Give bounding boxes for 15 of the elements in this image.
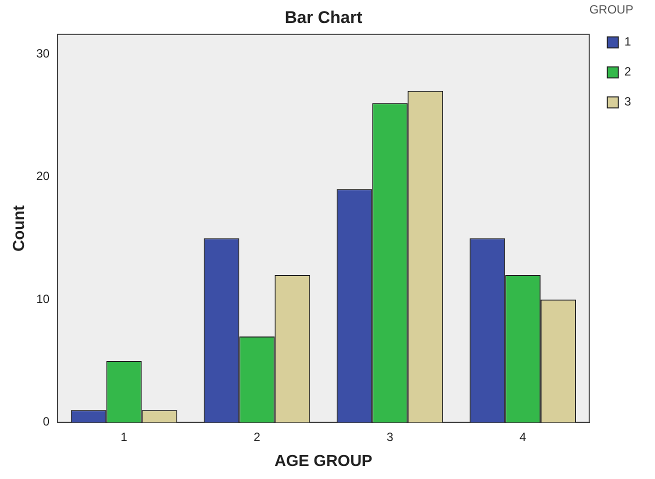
legend-title: GROUP (589, 2, 634, 16)
y-tick-label: 0 (42, 414, 50, 429)
x-tick-label: 2 (254, 430, 261, 444)
legend-label: 3 (624, 94, 632, 109)
y-axis-title: Count (11, 204, 28, 252)
x-axis-title: AGE GROUP (274, 452, 373, 470)
y-tick-label: 10 (36, 292, 50, 306)
chart-title: Bar Chart (284, 8, 363, 27)
legend-label: 2 (624, 64, 632, 79)
y-tick-label: 30 (36, 46, 50, 60)
x-tick-label: 4 (520, 430, 527, 444)
legend-label: 1 (624, 34, 632, 49)
y-tick-label: 20 (36, 169, 50, 184)
x-tick-label: 1 (120, 430, 128, 444)
x-tick-label: 3 (386, 430, 394, 444)
